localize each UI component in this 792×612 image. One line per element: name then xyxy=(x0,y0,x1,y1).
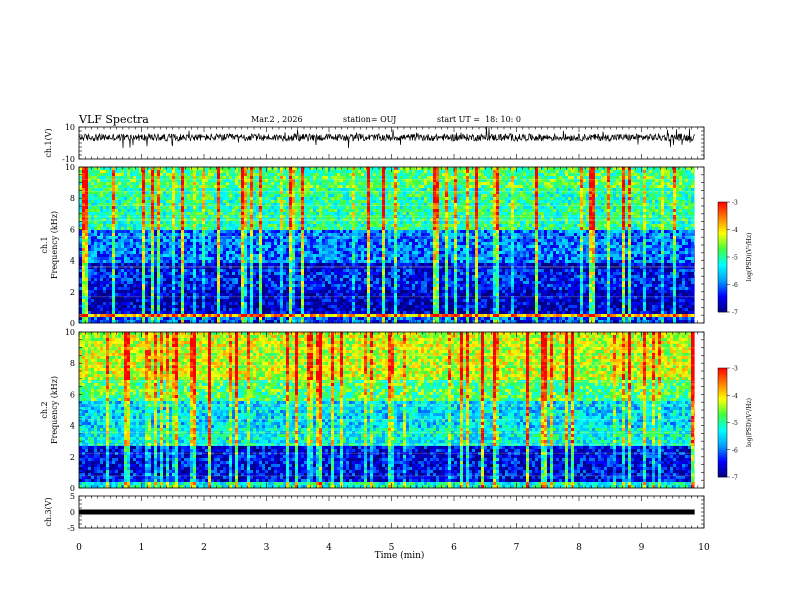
y-axis-label: ch.1(V) xyxy=(44,128,53,157)
x-tick-label: 6 xyxy=(451,543,457,553)
header-date: Mar.2 , 2026 xyxy=(251,115,303,124)
header-start-time: start UT = 18: 10: 0 xyxy=(437,115,521,124)
y-tick-label: 5 xyxy=(70,492,75,501)
y-axis-label: Frequency (kHz) xyxy=(50,376,59,444)
x-tick-label: 2 xyxy=(201,543,207,553)
y-tick-label: 6 xyxy=(70,225,75,234)
ch1-spectrogram-colorbar xyxy=(717,201,730,313)
colorbar-tick-label: -3 xyxy=(732,366,738,373)
x-tick-label: 5 xyxy=(389,543,395,553)
y-tick-label: 0 xyxy=(70,319,75,328)
header-station: station= OUJ xyxy=(343,115,396,124)
y-axis-label: ch.2 xyxy=(40,401,49,418)
ch3-signal-trace xyxy=(79,509,695,515)
ch2-spectrogram-image xyxy=(79,332,704,489)
y-tick-label: 8 xyxy=(70,359,75,368)
y-tick-label: 4 xyxy=(70,422,75,431)
x-axis-label: Time (min) xyxy=(375,550,425,561)
x-tick-label: 7 xyxy=(514,543,520,553)
y-tick-label: 10 xyxy=(65,163,75,172)
y-tick-label: 0 xyxy=(70,484,75,493)
colorbar-tick-label: -4 xyxy=(732,227,738,234)
x-tick-label: 10 xyxy=(698,543,710,553)
y-tick-label: 6 xyxy=(70,390,75,399)
colorbar-tick-label: -6 xyxy=(732,447,738,454)
colorbar-label: log(PSD)(V²/Hz) xyxy=(746,233,753,282)
y-axis-label: Frequency (kHz) xyxy=(50,211,59,279)
y-tick-label: 2 xyxy=(70,288,75,297)
y-tick-label: 0 xyxy=(70,508,75,517)
colorbar-tick-label: -7 xyxy=(732,310,738,317)
chart-title: VLF Spectra xyxy=(79,113,149,126)
x-tick-label: 8 xyxy=(576,543,582,553)
y-axis-label: ch.3(V) xyxy=(44,497,53,526)
ch2-spectrogram-colorbar xyxy=(717,367,730,478)
colorbar-tick-label: -6 xyxy=(732,282,738,289)
ch1-spectrogram-image xyxy=(79,167,704,324)
y-tick-label: 10 xyxy=(65,328,75,337)
colorbar-tick-label: -7 xyxy=(732,475,738,482)
y-tick-label: 4 xyxy=(70,257,75,266)
colorbar-label: log(PSD)(V²/Hz) xyxy=(746,398,753,447)
colorbar-tick-label: -4 xyxy=(732,393,738,400)
y-tick-label: 2 xyxy=(70,453,75,462)
x-tick-label: 3 xyxy=(264,543,270,553)
x-tick-label: 0 xyxy=(76,543,82,553)
x-tick-label: 1 xyxy=(139,543,145,553)
ch1-signal-trace xyxy=(78,126,695,149)
colorbar-tick-label: -3 xyxy=(732,200,738,207)
y-tick-label: 8 xyxy=(70,194,75,203)
colorbar-tick-label: -5 xyxy=(732,420,738,427)
y-tick-label: -5 xyxy=(67,524,75,533)
colorbar-tick-label: -5 xyxy=(732,255,738,262)
x-tick-label: 9 xyxy=(639,543,645,553)
y-axis-label: ch.1 xyxy=(40,236,49,253)
y-tick-label: 10 xyxy=(65,123,75,132)
x-tick-label: 4 xyxy=(326,543,332,553)
y-tick-label: -10 xyxy=(62,155,75,164)
